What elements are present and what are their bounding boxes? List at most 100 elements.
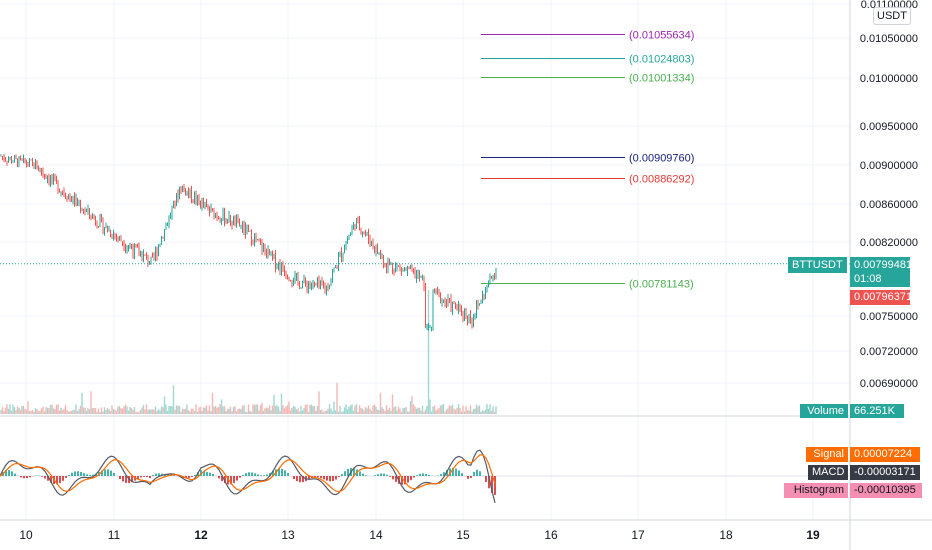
- histogram-bar: [56, 476, 58, 485]
- histogram-bar: [257, 474, 259, 476]
- volume-bar: [465, 406, 467, 414]
- volume-bar: [142, 404, 145, 414]
- volume-bar: [420, 410, 422, 414]
- histogram-bar: [404, 476, 406, 485]
- volume-bar: [264, 408, 266, 414]
- volume-bar: [483, 411, 485, 414]
- volume-bar: [298, 411, 301, 414]
- volume-bar: [46, 407, 49, 414]
- volume-bar: [291, 407, 293, 414]
- time-axis[interactable]: 10 11 12 13 14 15 16 17 18 19: [19, 528, 820, 542]
- volume-bar: [322, 411, 325, 414]
- volume-bar: [370, 410, 373, 414]
- histogram-bar: [59, 476, 61, 484]
- volume-bar: [78, 409, 80, 414]
- volume-bar: [153, 409, 155, 414]
- histogram-bar: [380, 473, 382, 476]
- price-level-label: (0.01001334): [629, 73, 694, 85]
- volume-bar: [310, 404, 313, 414]
- volume-bar: [486, 404, 488, 414]
- volume-bar: [480, 411, 482, 414]
- volume-bar: [51, 404, 53, 414]
- volume-bar: [60, 407, 62, 414]
- volume-bar: [321, 409, 323, 414]
- volume-bar: [108, 409, 110, 414]
- price-axis[interactable]: 0.01100000 0.01050000 0.01000000 0.00950000…: [860, 0, 918, 390]
- volume-bar: [469, 405, 472, 414]
- volume-bar: [181, 408, 184, 414]
- volume-bar: [352, 411, 355, 414]
- volume-bar: [30, 410, 32, 414]
- histogram-bar: [446, 470, 448, 476]
- histogram-bar: [485, 476, 487, 482]
- volume-bar: [312, 406, 314, 414]
- time-tick-label: 13: [281, 528, 295, 542]
- volume-bar: [19, 409, 22, 414]
- volume-bar: [448, 405, 451, 414]
- histogram-bar: [203, 471, 205, 476]
- volume-bar: [304, 404, 307, 414]
- volume-bar: [129, 406, 131, 414]
- volume-bar: [373, 404, 376, 414]
- histogram-bar: [89, 474, 91, 476]
- volume-value-tag: 66.251K: [850, 404, 904, 418]
- histogram-bar: [302, 476, 304, 483]
- histogram-bar: [65, 476, 67, 478]
- price-tick-label: 0.00900000: [860, 160, 918, 172]
- histogram-bar: [470, 476, 472, 478]
- volume-bar: [315, 411, 317, 414]
- volume-bar: [99, 411, 101, 414]
- histogram-bar: [458, 470, 460, 476]
- volume-bar: [109, 411, 112, 414]
- volume-bar: [232, 407, 235, 414]
- signal-label-tag: Signal: [806, 447, 848, 462]
- volume-bar: [357, 411, 359, 414]
- histogram-bar: [194, 474, 196, 476]
- volume-bar: [364, 407, 367, 414]
- histogram-bar: [299, 476, 301, 483]
- volume-bar: [195, 404, 197, 414]
- histogram-bar: [479, 471, 481, 476]
- volume-bar: [22, 406, 25, 414]
- volume-bar: [388, 407, 391, 414]
- histogram-bar: [206, 472, 208, 476]
- histogram-bar: [248, 472, 250, 476]
- volume-bar: [102, 411, 104, 414]
- price-tick-label: 0.01100000: [861, 0, 918, 11]
- histogram-bar: [155, 473, 157, 476]
- volume-bar: [81, 392, 83, 414]
- volume-bar: [381, 407, 383, 414]
- volume-bar: [378, 409, 380, 414]
- volume-bar: [280, 393, 283, 414]
- volume-bar: [85, 410, 88, 414]
- histogram-bar: [26, 476, 28, 479]
- axis-unit-label[interactable]: USDT: [873, 7, 911, 25]
- volume-bar: [207, 410, 209, 414]
- volume-bar: [451, 404, 454, 414]
- volume-bar: [118, 405, 121, 414]
- volume-bar: [453, 408, 455, 414]
- histogram-bar: [239, 476, 241, 478]
- volume-bar: [202, 407, 205, 414]
- signal-value-tag: 0.00007224: [850, 447, 920, 462]
- volume-bar: [171, 406, 173, 414]
- histogram-bar: [131, 476, 133, 483]
- price-tick-label: 0.00720000: [860, 346, 918, 358]
- volume-bar: [159, 410, 161, 414]
- histogram-bar: [374, 475, 376, 476]
- volume-bar: [334, 410, 337, 414]
- histogram-bar: [83, 473, 85, 476]
- volume-label-tag: Volume: [800, 404, 848, 418]
- time-tick-label: 19: [806, 528, 820, 542]
- volume-bar: [433, 405, 436, 414]
- volume-bar: [301, 410, 304, 414]
- volume-bar: [466, 410, 469, 414]
- volume-bar: [283, 408, 286, 414]
- volume-bar: [399, 408, 401, 414]
- volume-bar: [259, 404, 262, 414]
- volume-bar: [7, 408, 10, 414]
- volume-bar: [457, 404, 460, 414]
- volume-bar: [367, 405, 370, 414]
- volume-bar: [316, 406, 319, 414]
